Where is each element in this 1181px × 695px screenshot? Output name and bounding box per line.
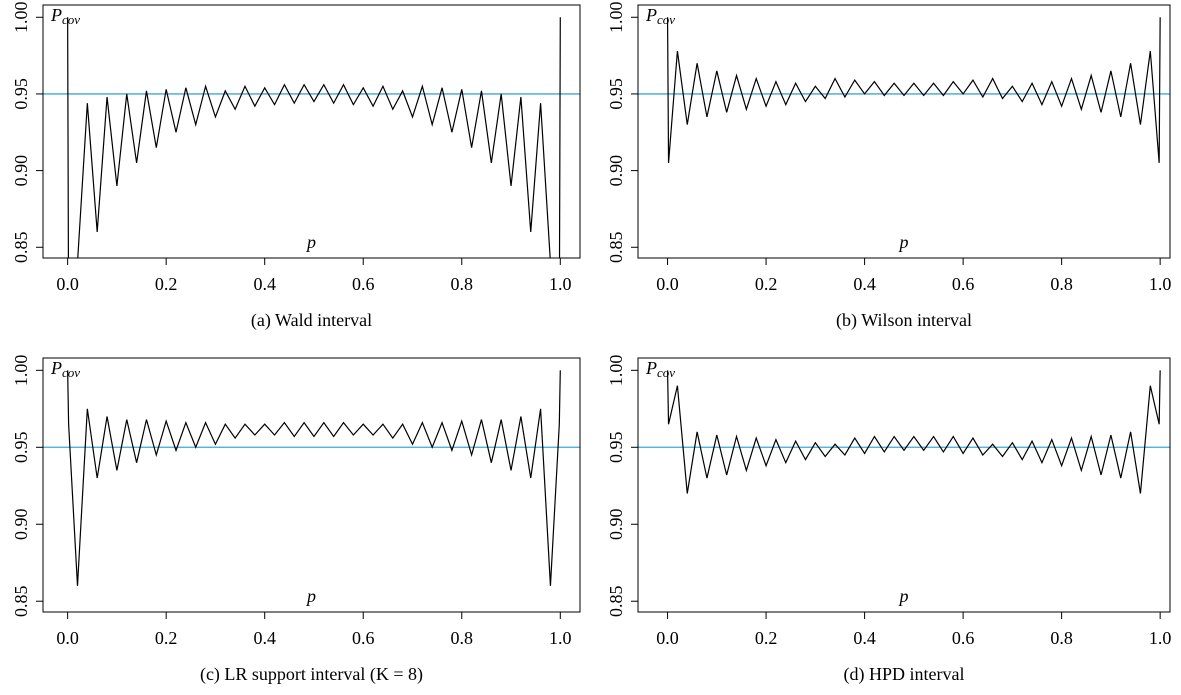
panel: 0.0 0.2 0.4 0.6 0.8 1.0 0.85 0.90 0.95 1.00 Pcov p (… bbox=[606, 2, 1171, 332]
x-axis-label: p bbox=[305, 586, 316, 606]
y-axis-label-main: P bbox=[50, 5, 62, 25]
y-axis-label-sub: cov bbox=[62, 365, 80, 380]
y-axis-label-main: P bbox=[50, 358, 62, 378]
y-tick-label: 0.95 bbox=[11, 432, 31, 464]
plot-frame bbox=[42, 4, 581, 259]
y-axis-label: Pcov bbox=[645, 358, 675, 380]
x-axis-label: p bbox=[898, 586, 909, 606]
x-tick-label: 0.8 bbox=[451, 628, 474, 648]
plot-frame bbox=[42, 357, 581, 613]
x-tick-label: 0.4 bbox=[853, 274, 876, 294]
x-tick-label: 0.4 bbox=[253, 274, 276, 294]
panel-caption: (c) LR support interval (K = 8) bbox=[200, 664, 423, 685]
x-tick-label: 0.8 bbox=[451, 274, 474, 294]
coverage-line bbox=[67, 17, 561, 258]
x-tick-label: 0.8 bbox=[1050, 274, 1073, 294]
y-tick-label: 1.00 bbox=[11, 2, 31, 34]
y-tick-label: 0.90 bbox=[606, 155, 626, 187]
y-tick-label: 0.85 bbox=[606, 232, 626, 264]
y-axis-label-sub: cov bbox=[657, 12, 675, 27]
y-tick-label: 0.95 bbox=[606, 432, 626, 464]
x-tick-label: 0.8 bbox=[1050, 628, 1073, 648]
y-tick-label: 0.85 bbox=[11, 585, 31, 617]
y-tick-label: 0.90 bbox=[11, 155, 31, 187]
x-tick-label: 0.6 bbox=[952, 628, 975, 648]
x-tick-label: 0.4 bbox=[853, 628, 876, 648]
y-tick-label: 1.00 bbox=[606, 2, 626, 34]
y-axis-label-sub: cov bbox=[62, 12, 80, 27]
x-tick-label: 0.0 bbox=[56, 628, 79, 648]
panel: 0.0 0.2 0.4 0.6 0.8 1.0 0.85 0.90 0.95 1.00 Pcov p (… bbox=[606, 355, 1171, 686]
y-axis-label: Pcov bbox=[50, 5, 80, 27]
y-tick-label: 0.95 bbox=[606, 78, 626, 110]
y-tick-label: 0.90 bbox=[606, 509, 626, 541]
y-axis-label-sub: cov bbox=[657, 365, 675, 380]
coverage-line bbox=[666, 370, 1161, 494]
y-tick-label: 0.85 bbox=[606, 585, 626, 617]
plot-frame bbox=[637, 4, 1171, 259]
x-tick-label: 0.6 bbox=[352, 628, 375, 648]
y-tick-label: 1.00 bbox=[11, 355, 31, 387]
y-axis-label: Pcov bbox=[50, 358, 80, 380]
y-axis-label-main: P bbox=[645, 358, 657, 378]
x-tick-label: 0.2 bbox=[755, 628, 778, 648]
x-tick-label: 0.0 bbox=[56, 274, 79, 294]
panel-caption: (b) Wilson interval bbox=[836, 310, 972, 331]
y-tick-label: 1.00 bbox=[606, 355, 626, 387]
x-tick-label: 0.2 bbox=[155, 628, 178, 648]
coverage-line bbox=[67, 370, 561, 586]
plot-frame bbox=[637, 357, 1171, 613]
y-tick-label: 0.90 bbox=[11, 509, 31, 541]
x-tick-label: 0.4 bbox=[253, 628, 276, 648]
panel-caption: (a) Wald interval bbox=[251, 310, 372, 331]
x-tick-label: 1.0 bbox=[1149, 628, 1172, 648]
x-tick-label: 0.2 bbox=[155, 274, 178, 294]
y-tick-label: 0.95 bbox=[11, 78, 31, 110]
x-tick-label: 0.0 bbox=[656, 274, 679, 294]
x-tick-label: 0.6 bbox=[352, 274, 375, 294]
panel: 0.0 0.2 0.4 0.6 0.8 1.0 0.85 0.90 0.95 1.00 Pcov p (… bbox=[11, 355, 581, 685]
y-tick-label: 0.85 bbox=[11, 232, 31, 264]
x-tick-label: 1.0 bbox=[1149, 274, 1172, 294]
y-axis-label-main: P bbox=[645, 5, 657, 25]
x-axis-label: p bbox=[898, 232, 909, 252]
x-tick-label: 1.0 bbox=[549, 628, 572, 648]
coverage-line bbox=[666, 17, 1161, 163]
y-axis-label: Pcov bbox=[645, 5, 675, 27]
panel-caption: (d) HPD interval bbox=[844, 664, 965, 685]
x-tick-label: 0.2 bbox=[755, 274, 778, 294]
x-tick-label: 0.6 bbox=[952, 274, 975, 294]
x-tick-label: 0.0 bbox=[656, 628, 679, 648]
panel: 0.0 0.2 0.4 0.6 0.8 1.0 0.85 0.90 0.95 1.00 Pcov p (… bbox=[11, 2, 581, 331]
x-axis-label: p bbox=[305, 232, 316, 252]
x-tick-label: 1.0 bbox=[549, 274, 572, 294]
